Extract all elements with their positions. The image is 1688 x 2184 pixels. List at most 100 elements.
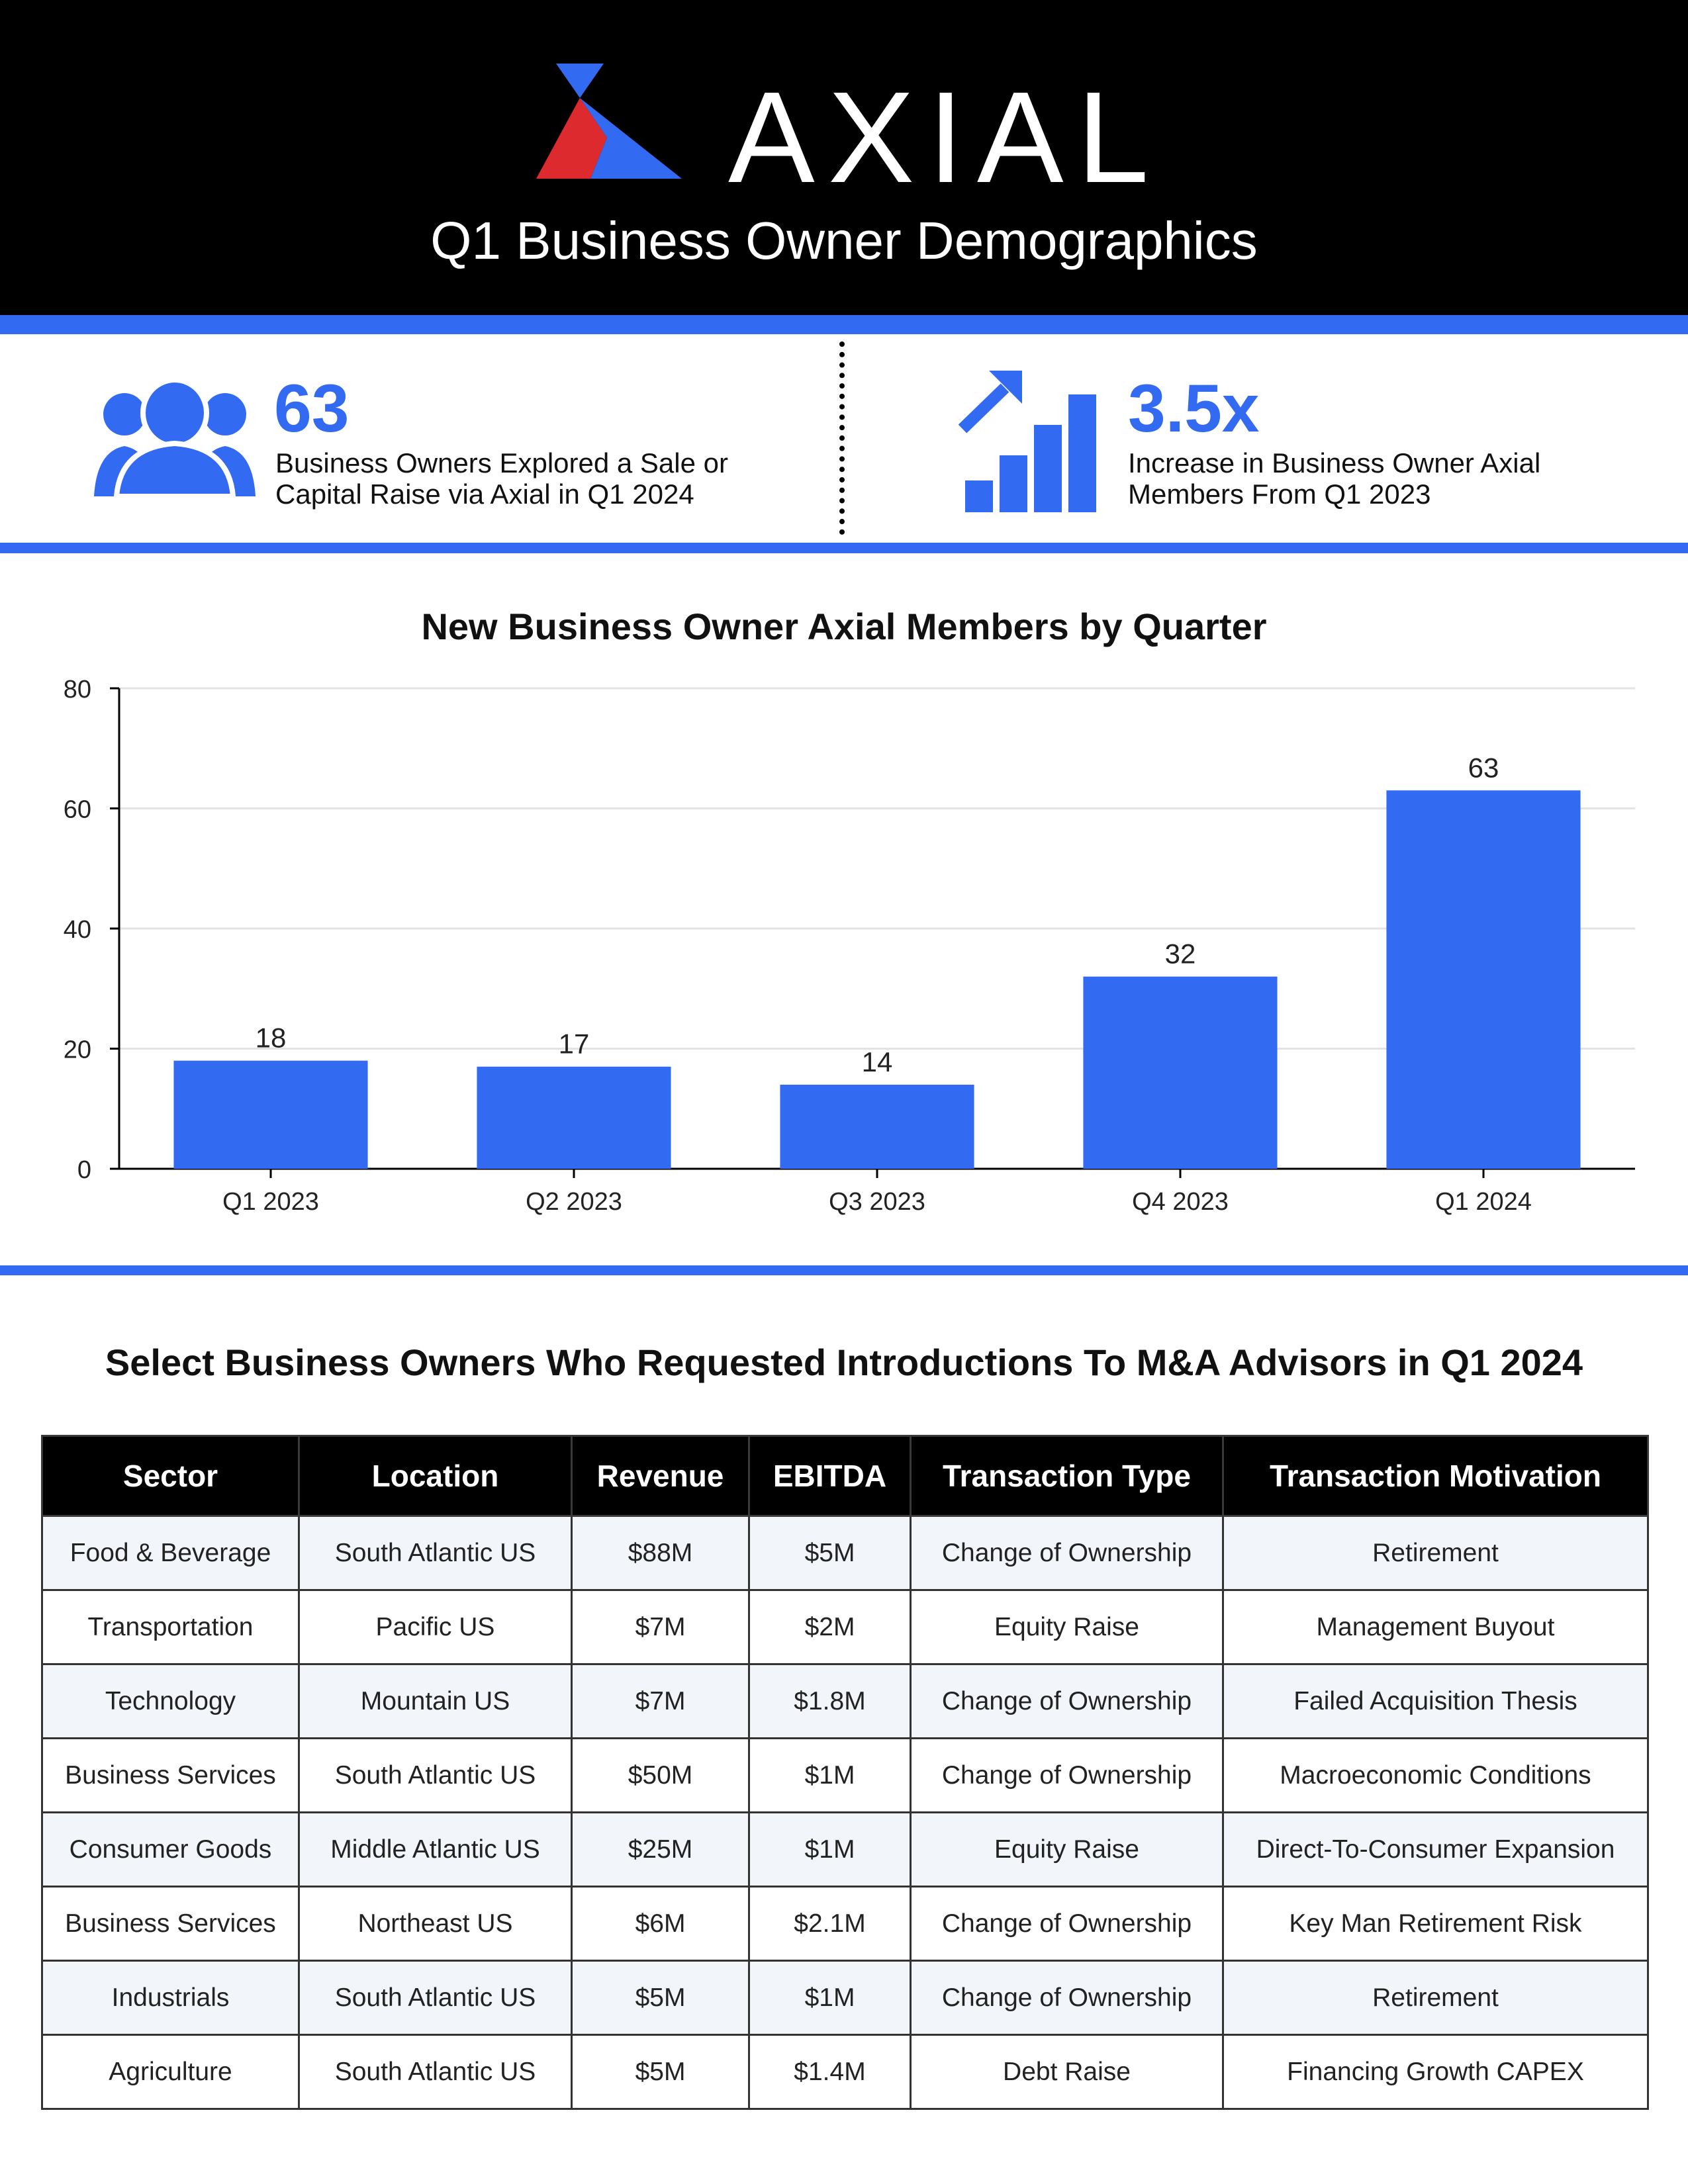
table-cell: Retirement [1222,1960,1649,2036]
table-cell: Agriculture [41,2034,300,2110]
y-tick-label: 20 [64,1036,91,1064]
table-cell: Macroeconomic Conditions [1222,1737,1649,1813]
data-label: 32 [1165,938,1196,970]
table-cell: $6M [571,1886,750,1962]
table-cell: $1M [748,1811,912,1888]
table-cell: $7M [571,1589,750,1665]
table-cell: Industrials [41,1960,300,2036]
table-cell: Change of Ownership [910,1886,1224,1962]
data-label: 18 [256,1023,287,1054]
table-cell: Northeast US [298,1886,573,1962]
table-cell: Pacific US [298,1589,573,1665]
table-row: Business Services Northeast US $6M $2.1M Cha… [41,1886,1649,1962]
table-row: Business Services South Atlantic US $50M $1… [41,1737,1649,1813]
table-title: Select Business Owners Who Requested Int… [105,1342,1583,1383]
table-cell: South Atlantic US [298,1737,573,1813]
table-cell: Mountain US [298,1663,573,1739]
table-cell: Change of Ownership [910,1960,1224,2036]
column-header: Sector [41,1435,300,1517]
growth-multiplier-description: Increase in Business Owner Axial Members… [1128,447,1541,510]
data-label: 14 [862,1046,893,1077]
table-cell: Debt Raise [910,2034,1224,2110]
owners-explored-description: Business Owners Explored a Sale or Capit… [275,447,728,510]
table-cell: Direct-To-Consumer Expansion [1222,1811,1649,1888]
y-tick-label: 60 [64,796,91,824]
table-cell: South Atlantic US [298,2034,573,2110]
chart-bottom-rule [0,1265,1688,1275]
stats-bottom-rule [0,543,1688,553]
stats-divider [839,341,845,535]
members-bar-chart: 0 20 40 60 80 18 Q1 2023 17 Q2 2023 14 Q3 2023 32 Q4… [64,676,1635,1216]
table-row: Consumer Goods Middle Atlantic US $25M $1M E… [41,1811,1649,1888]
table-cell: Business Services [41,1737,300,1813]
table-row: Agriculture South Atlantic US $5M $1.4M Debt… [41,2034,1649,2110]
table-cell: $2.1M [748,1886,912,1962]
table-cell: $1M [748,1960,912,2036]
column-header: Transaction Type [910,1435,1224,1517]
column-header: Location [298,1435,573,1517]
table-row: Food & Beverage South Atlantic US $88M $5M C… [41,1515,1649,1591]
axial-logo-icon [536,64,682,179]
y-tick-label: 80 [64,676,91,704]
table-cell: $1.8M [748,1663,912,1739]
table-cell: South Atlantic US [298,1515,573,1591]
table-cell: Equity Raise [910,1811,1224,1888]
table-cell: $1.4M [748,2034,912,2110]
users-group-icon [94,380,256,496]
table-cell: Key Man Retirement Risk [1222,1886,1649,1962]
growth-chart-icon [959,371,1096,512]
header: AXIAL Q1 Business Owner Demographics [0,0,1688,315]
table-cell: Management Buyout [1222,1589,1649,1665]
table-cell: Equity Raise [910,1589,1224,1665]
x-tick-label: Q2 2023 [526,1188,622,1216]
data-label: 17 [559,1028,590,1060]
table-row: Transportation Pacific US $7M $2M Equity Rai… [41,1589,1649,1665]
table-cell: Failed Acquisition Thesis [1222,1663,1649,1739]
table-cell: Transportation [41,1589,300,1665]
column-header: Transaction Motivation [1222,1435,1649,1517]
table-cell: $1M [748,1737,912,1813]
brand-name: AXIAL [728,65,1162,210]
table-cell: Food & Beverage [41,1515,300,1591]
table-cell: Change of Ownership [910,1515,1224,1591]
data-label: 63 [1468,752,1499,783]
table-cell: Middle Atlantic US [298,1811,573,1888]
page-subtitle: Q1 Business Owner Demographics [430,211,1258,270]
table-cell: $5M [748,1515,912,1591]
table-cell: Change of Ownership [910,1663,1224,1739]
business-owners-table: Sector Location Revenue EBITDA Transaction T… [41,1435,1649,2110]
table-cell: $5M [571,1960,750,2036]
table-cell: Financing Growth CAPEX [1222,2034,1649,2110]
table-cell: Technology [41,1663,300,1739]
table-cell: Business Services [41,1886,300,1962]
growth-multiplier-value: 3.5x [1128,371,1260,446]
x-tick-label: Q1 2024 [1435,1188,1532,1216]
x-tick-label: Q4 2023 [1132,1188,1229,1216]
column-header: Revenue [571,1435,750,1517]
bar [780,1084,974,1169]
table-cell: $7M [571,1663,750,1739]
bar [477,1066,671,1169]
column-header: EBITDA [748,1435,912,1517]
bar [173,1060,368,1169]
table-cell: $88M [571,1515,750,1591]
y-tick-label: 40 [64,916,91,944]
table-cell: $50M [571,1737,750,1813]
bar [1083,976,1278,1169]
owners-explored-value: 63 [274,371,350,446]
table-cell: Retirement [1222,1515,1649,1591]
table-cell: $25M [571,1811,750,1888]
chart-title: New Business Owner Axial Members by Quar… [421,606,1267,647]
table-row: Technology Mountain US $7M $1.8M Change of O… [41,1663,1649,1739]
x-tick-label: Q3 2023 [829,1188,925,1216]
x-tick-label: Q1 2023 [222,1188,319,1216]
table-cell: South Atlantic US [298,1960,573,2036]
table-row: Industrials South Atlantic US $5M $1M Change… [41,1960,1649,2036]
bar [1386,790,1581,1169]
table-cell: $5M [571,2034,750,2110]
table-header-row: Sector Location Revenue EBITDA Transaction T… [41,1435,1649,1517]
table-cell: Change of Ownership [910,1737,1224,1813]
table-cell: Consumer Goods [41,1811,300,1888]
y-tick-label: 0 [77,1156,91,1184]
top-accent-rule [0,315,1688,334]
